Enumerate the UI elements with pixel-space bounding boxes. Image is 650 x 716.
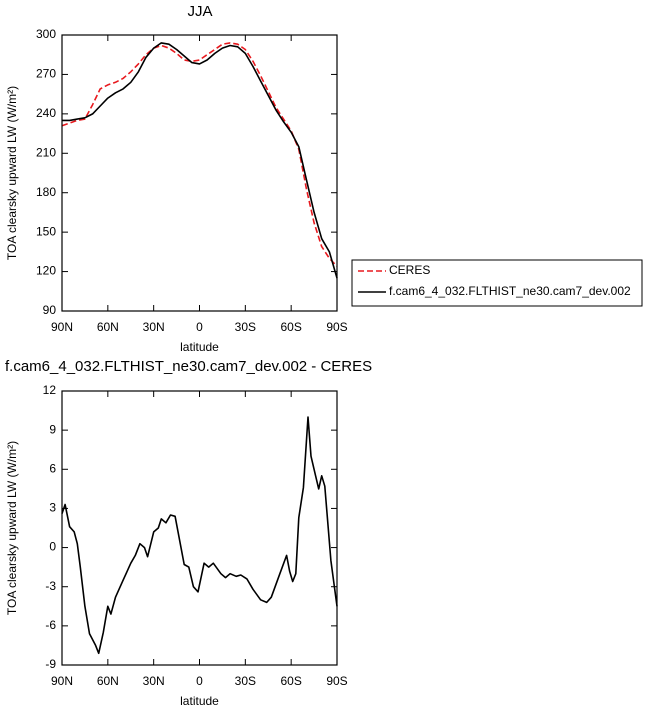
y-tick-label: 180: [36, 185, 56, 199]
y-axis-label: TOA clearsky upward LW (W/m²): [5, 441, 19, 615]
x-tick-label: 90N: [51, 674, 73, 688]
y-tick-label: 3: [49, 501, 56, 515]
y-tick-label: -3: [45, 579, 56, 593]
y-tick-label: 90: [43, 303, 57, 317]
plot-frame: [61, 34, 338, 312]
x-tick-label: 30S: [235, 320, 256, 334]
x-axis-label: latitude: [180, 340, 219, 354]
x-tick-label: 0: [196, 320, 203, 334]
x-axis-label: latitude: [180, 694, 219, 708]
legend-box: [351, 259, 643, 307]
y-tick-label: 9: [49, 422, 56, 436]
data-line: [62, 42, 338, 279]
y-axis-label: TOA clearsky upward LW (W/m²): [5, 86, 19, 260]
x-tick-label: 90S: [326, 320, 347, 334]
legend-label: f.cam6_4_032.FLTHIST_ne30.cam7_dev.002: [389, 284, 631, 298]
x-tick-label: 30N: [143, 320, 165, 334]
y-tick-label: 150: [36, 224, 56, 238]
x-tick-label: 30N: [143, 674, 165, 688]
y-tick-label: 240: [36, 106, 56, 120]
x-tick-label: 90N: [51, 320, 73, 334]
y-tick-label: 120: [36, 264, 56, 278]
x-tick-label: 60S: [280, 320, 301, 334]
chart-title: f.cam6_4_032.FLTHIST_ne30.cam7_dev.002 -…: [5, 358, 372, 375]
y-tick-label: -9: [45, 657, 56, 671]
data-line: [61, 416, 338, 655]
y-tick-label: 6: [49, 461, 56, 475]
plot-frame: [61, 390, 338, 666]
y-tick-label: 270: [36, 67, 56, 81]
y-tick-label: -6: [45, 618, 56, 632]
y-tick-label: 12: [43, 383, 57, 397]
chart-title: JJA: [187, 3, 212, 20]
x-tick-label: 30S: [235, 674, 256, 688]
x-tick-label: 60S: [280, 674, 301, 688]
x-tick-label: 90S: [326, 674, 347, 688]
y-tick-label: 0: [49, 540, 56, 554]
x-tick-label: 0: [196, 674, 203, 688]
x-tick-label: 60N: [97, 320, 119, 334]
legend-label: CERES: [389, 263, 430, 277]
y-tick-label: 300: [36, 27, 56, 41]
data-line: [61, 42, 338, 267]
y-tick-label: 210: [36, 145, 56, 159]
x-tick-label: 60N: [97, 674, 119, 688]
